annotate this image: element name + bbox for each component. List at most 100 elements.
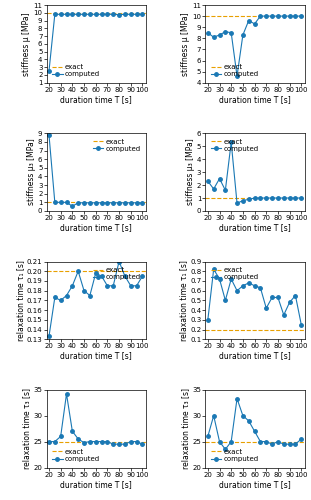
computed — [141, 200, 144, 206]
computed — [241, 198, 245, 203]
computed — [218, 276, 221, 282]
X-axis label: duration time T [s]: duration time T [s] — [219, 95, 291, 104]
computed — [282, 195, 285, 201]
exact — [24, 10, 27, 16]
computed — [105, 283, 109, 289]
computed — [224, 28, 227, 34]
computed — [270, 195, 274, 201]
computed — [264, 438, 268, 444]
Line: computed: computed — [47, 133, 144, 208]
computed — [294, 13, 297, 19]
Line: computed: computed — [206, 268, 303, 326]
Y-axis label: stiffness μ₃ [MPa]: stiffness μ₃ [MPa] — [186, 138, 195, 205]
exact — [25, 268, 29, 274]
computed — [212, 186, 216, 192]
computed — [53, 438, 57, 444]
computed — [247, 280, 251, 286]
computed — [224, 446, 227, 452]
computed — [94, 270, 98, 276]
computed — [117, 12, 121, 18]
computed — [129, 12, 132, 18]
computed — [224, 298, 227, 304]
computed — [105, 12, 109, 18]
computed — [76, 268, 80, 274]
computed — [247, 418, 251, 424]
Y-axis label: relaxation time τ₃ [s]: relaxation time τ₃ [s] — [22, 388, 31, 469]
computed — [288, 441, 291, 447]
computed — [206, 30, 210, 36]
computed — [206, 178, 210, 184]
computed — [135, 12, 138, 18]
computed — [218, 32, 221, 38]
computed — [94, 438, 98, 444]
Y-axis label: relaxation time τ₃ [s]: relaxation time τ₃ [s] — [181, 388, 190, 469]
computed — [253, 283, 257, 289]
computed — [270, 441, 274, 447]
computed — [212, 34, 216, 40]
computed — [229, 438, 233, 444]
computed — [294, 195, 297, 201]
Line: computed: computed — [206, 140, 303, 205]
computed — [59, 200, 63, 205]
computed — [59, 12, 63, 18]
X-axis label: duration time T [s]: duration time T [s] — [60, 352, 132, 360]
computed — [53, 12, 57, 18]
computed — [247, 18, 251, 24]
Line: computed: computed — [206, 397, 303, 451]
computed — [47, 68, 51, 74]
computed — [299, 195, 303, 201]
Legend: exact, computed: exact, computed — [91, 265, 142, 282]
computed — [212, 266, 216, 272]
computed — [71, 428, 74, 434]
computed — [299, 436, 303, 442]
Y-axis label: relaxation time τ₁ [s]: relaxation time τ₁ [s] — [179, 260, 188, 341]
computed — [123, 200, 127, 206]
computed — [299, 13, 303, 19]
computed — [235, 288, 239, 294]
Y-axis label: relaxation time τ₁ [s]: relaxation time τ₁ [s] — [16, 260, 25, 341]
computed — [76, 200, 80, 206]
computed — [65, 292, 68, 298]
X-axis label: duration time T [s]: duration time T [s] — [219, 352, 291, 360]
computed — [282, 13, 285, 19]
computed — [94, 200, 98, 206]
X-axis label: duration time T [s]: duration time T [s] — [60, 95, 132, 104]
computed — [88, 438, 92, 444]
computed — [100, 200, 104, 206]
Legend: exact, computed: exact, computed — [91, 136, 142, 154]
computed — [100, 438, 104, 444]
computed — [253, 195, 257, 201]
computed — [123, 441, 127, 447]
computed — [299, 322, 303, 328]
exact — [25, 10, 29, 16]
exact — [25, 200, 29, 205]
computed — [71, 283, 74, 289]
X-axis label: duration time T [s]: duration time T [s] — [219, 223, 291, 232]
Y-axis label: stiffness μ [MPa]: stiffness μ [MPa] — [22, 12, 31, 76]
computed — [276, 13, 280, 19]
exact — [184, 438, 188, 444]
exact — [184, 326, 188, 332]
Legend: exact, computed: exact, computed — [209, 265, 261, 282]
computed — [111, 441, 115, 447]
computed — [288, 13, 291, 19]
computed — [47, 438, 51, 444]
computed — [276, 195, 280, 201]
computed — [129, 200, 132, 206]
exact — [24, 438, 27, 444]
computed — [253, 428, 257, 434]
computed — [229, 140, 233, 145]
computed — [218, 176, 221, 182]
computed — [88, 292, 92, 298]
Y-axis label: stiffness μ [MPa]: stiffness μ [MPa] — [181, 12, 190, 76]
computed — [141, 12, 144, 18]
computed — [105, 200, 109, 206]
Line: computed: computed — [47, 392, 144, 446]
computed — [82, 288, 86, 294]
computed — [276, 294, 280, 300]
computed — [135, 283, 138, 289]
computed — [229, 30, 233, 36]
computed — [129, 283, 132, 289]
exact — [183, 195, 186, 201]
computed — [88, 12, 92, 18]
